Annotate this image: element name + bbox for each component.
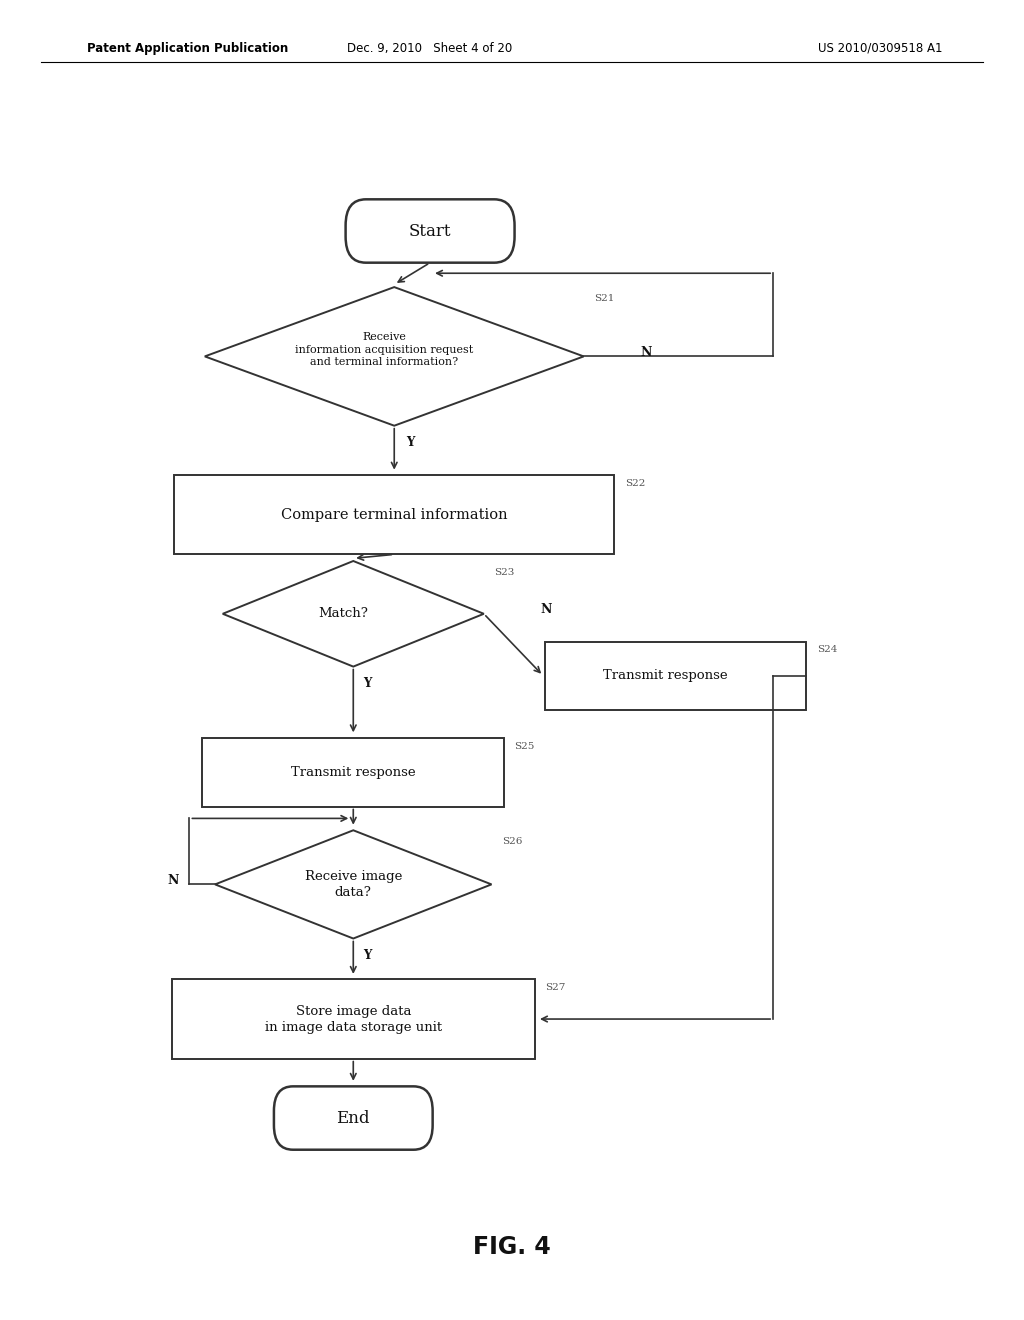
Text: N: N xyxy=(168,874,179,887)
Text: S27: S27 xyxy=(545,983,565,993)
Bar xyxy=(174,475,614,554)
Text: Store image data
in image data storage unit: Store image data in image data storage u… xyxy=(265,1005,441,1034)
Text: Compare terminal information: Compare terminal information xyxy=(281,508,508,521)
Text: Transmit response: Transmit response xyxy=(291,766,416,779)
Text: Start: Start xyxy=(409,223,452,239)
Text: Patent Application Publication: Patent Application Publication xyxy=(87,42,289,54)
Polygon shape xyxy=(215,830,492,939)
Text: US 2010/0309518 A1: US 2010/0309518 A1 xyxy=(817,42,942,54)
Text: N: N xyxy=(541,603,552,616)
Text: S23: S23 xyxy=(494,568,514,577)
Text: S25: S25 xyxy=(514,742,535,751)
Bar xyxy=(202,738,504,807)
Text: Y: Y xyxy=(364,677,372,690)
Text: Y: Y xyxy=(407,436,415,449)
Text: S21: S21 xyxy=(594,294,614,302)
FancyBboxPatch shape xyxy=(273,1086,432,1150)
Bar xyxy=(545,642,807,710)
Text: Transmit response: Transmit response xyxy=(603,669,728,682)
Text: End: End xyxy=(337,1110,370,1126)
Polygon shape xyxy=(222,561,483,667)
Text: Dec. 9, 2010   Sheet 4 of 20: Dec. 9, 2010 Sheet 4 of 20 xyxy=(347,42,513,54)
Polygon shape xyxy=(205,288,584,425)
Text: S26: S26 xyxy=(502,837,522,846)
Text: S22: S22 xyxy=(625,479,645,488)
Bar xyxy=(171,979,535,1059)
Text: Receive
information acquisition request
and terminal information?: Receive information acquisition request … xyxy=(295,333,473,367)
Text: S24: S24 xyxy=(817,645,837,655)
Text: Receive image
data?: Receive image data? xyxy=(304,870,402,899)
FancyBboxPatch shape xyxy=(345,199,514,263)
Text: N: N xyxy=(640,346,651,359)
Text: Match?: Match? xyxy=(318,607,368,620)
Text: FIG. 4: FIG. 4 xyxy=(473,1236,551,1259)
Text: Y: Y xyxy=(364,949,372,962)
